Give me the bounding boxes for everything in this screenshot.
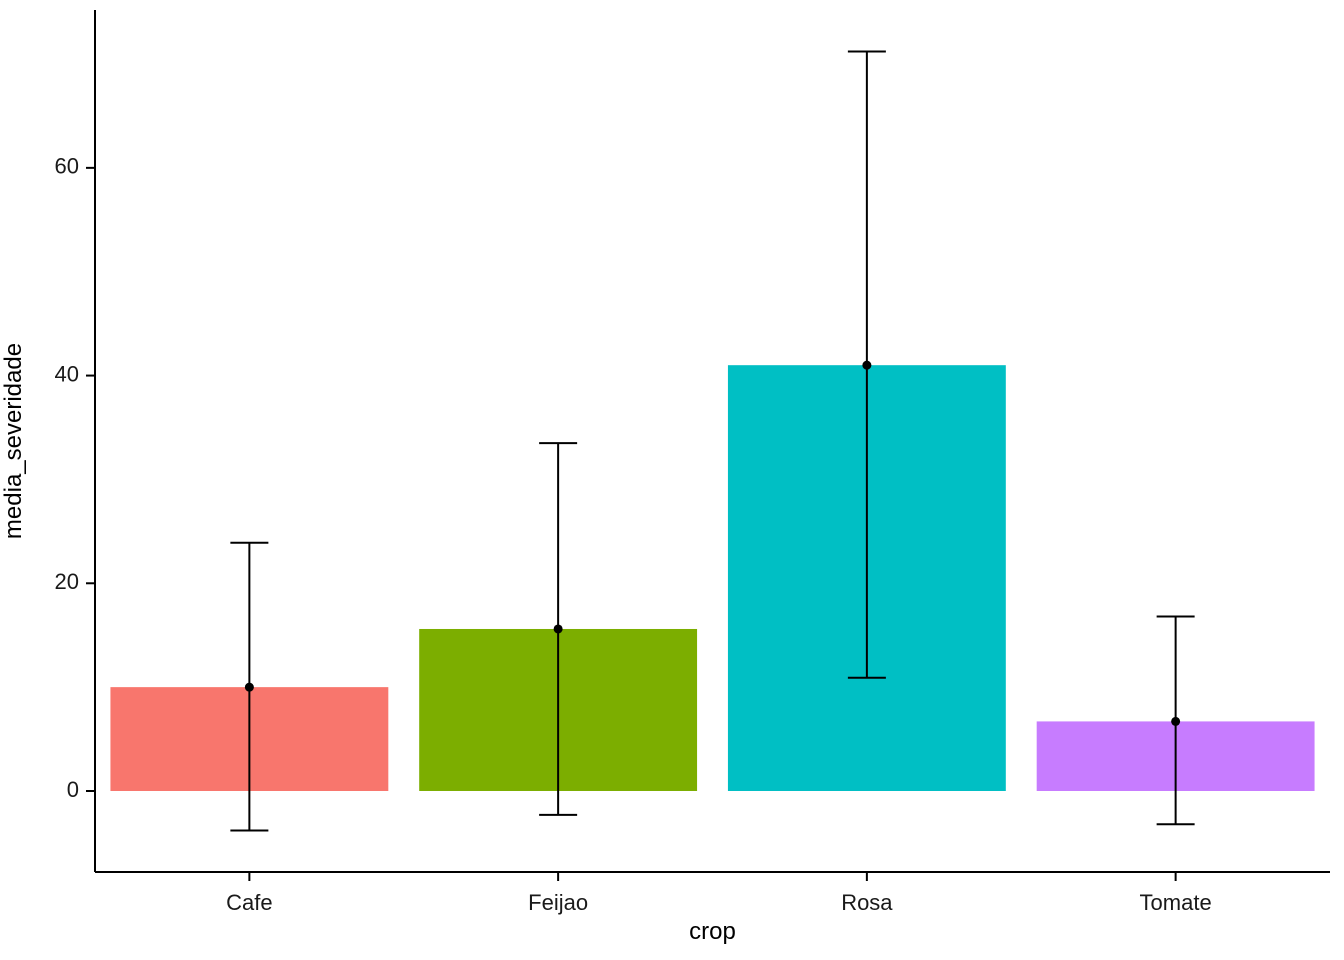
y-tick-label-20: 20 (55, 569, 79, 594)
mean-point-tomate (1171, 716, 1181, 726)
mean-point-feijao (553, 624, 563, 634)
x-axis-title: crop (689, 918, 736, 945)
x-tick-label-cafe: Cafe (226, 890, 272, 915)
x-tick-label-tomate: Tomate (1140, 890, 1212, 915)
y-tick-label-60: 60 (55, 154, 79, 179)
y-tick-label-0: 0 (67, 777, 79, 802)
mean-point-rosa (862, 360, 872, 370)
y-tick-label-40: 40 (55, 361, 79, 386)
x-tick-label-rosa: Rosa (841, 890, 893, 915)
y-axis-title: media_severidade (0, 342, 27, 540)
x-tick-label-feijao: Feijao (528, 890, 588, 915)
mean-point-cafe (244, 682, 254, 692)
